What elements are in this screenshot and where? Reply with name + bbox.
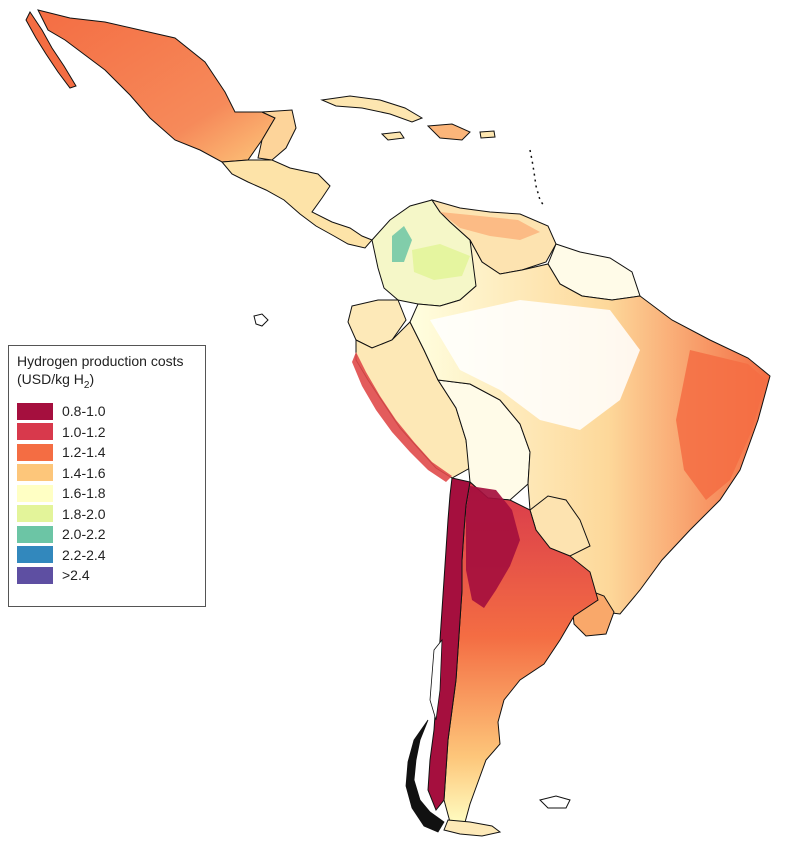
baja-california [25, 11, 77, 89]
legend-label: >2.4 [62, 567, 90, 584]
legend-swatch [17, 423, 53, 441]
galapagos-islands [253, 313, 269, 327]
legend-item: 2.0-2.2 [17, 524, 197, 545]
legend-item: 1.2-1.4 [17, 442, 197, 463]
legend-label: 2.0-2.2 [62, 526, 106, 543]
legend-title-unit: (USD/kg H [17, 371, 84, 387]
legend-swatch [17, 484, 53, 502]
legend-swatch [17, 566, 53, 584]
legend-label: 1.4-1.6 [62, 464, 106, 481]
chile-region [427, 477, 471, 811]
legend-title-subscript: 2 [83, 379, 90, 391]
map-legend: Hydrogen production costs (USD/kg H2) 0.… [8, 345, 206, 607]
legend-label: 2.2-2.4 [62, 546, 106, 563]
chile-south-white [429, 638, 443, 721]
legend-label: 1.2-1.4 [62, 444, 106, 461]
chile-fjords [405, 719, 445, 833]
legend-swatch [17, 443, 53, 461]
legend-title-line2: (USD/kg H2) [17, 370, 197, 395]
legend-items: 0.8-1.0 1.0-1.2 1.2-1.4 1.4-1.6 1.6-1.8 1.8-2… [17, 401, 197, 586]
central-america-region [220, 159, 373, 249]
mexico-region [37, 9, 276, 163]
legend-item: 0.8-1.0 [17, 401, 197, 422]
tierra-del-fuego [443, 819, 502, 837]
brazil-interior-white [430, 300, 640, 430]
legend-swatch [17, 464, 53, 482]
legend-item: 1.4-1.6 [17, 462, 197, 483]
jamaica-island [380, 131, 405, 141]
legend-title-line1: Hydrogen production costs [17, 353, 184, 369]
venezuela-coast-orange [440, 212, 540, 240]
colombia-lime-zone [412, 244, 470, 280]
legend-item: >2.4 [17, 565, 197, 586]
peru-coast-red [352, 352, 452, 482]
colombia-green-zone [392, 226, 412, 262]
legend-item: 1.6-1.8 [17, 483, 197, 504]
legend-label: 0.8-1.0 [62, 403, 106, 420]
legend-label: 1.8-2.0 [62, 505, 106, 522]
legend-swatch [17, 546, 53, 564]
legend-label: 1.6-1.8 [62, 485, 106, 502]
legend-swatch [17, 525, 53, 543]
lesser-antilles [529, 149, 545, 207]
legend-title-close: ) [89, 371, 95, 387]
legend-title: Hydrogen production costs (USD/kg H2) [17, 352, 197, 395]
atacama-core [466, 486, 520, 608]
legend-swatch [17, 505, 53, 523]
cuba-island [320, 95, 424, 123]
falkland-islands [539, 795, 571, 809]
legend-item: 1.8-2.0 [17, 503, 197, 524]
legend-swatch [17, 402, 53, 420]
legend-item: 1.0-1.2 [17, 421, 197, 442]
legend-label: 1.0-1.2 [62, 423, 106, 440]
brazil-northeast-orange [676, 350, 766, 500]
hispaniola-island [426, 123, 471, 141]
puerto-rico-island [479, 130, 496, 139]
legend-item: 2.2-2.4 [17, 544, 197, 565]
